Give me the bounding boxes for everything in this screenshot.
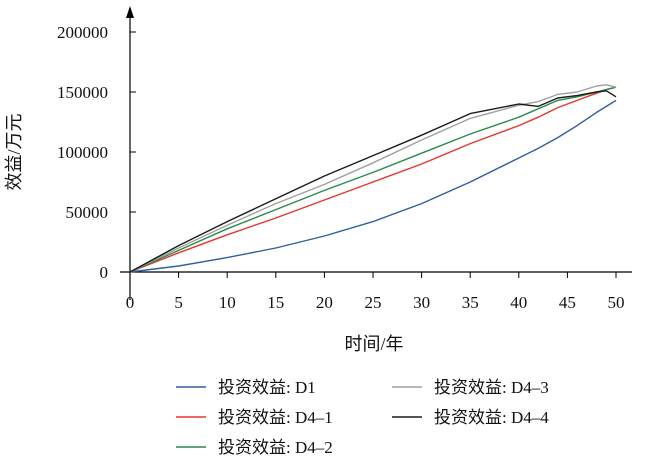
legend: 投资效益: D1 投资效益: D4–1 投资效益: D4–2 投资效益: D4–3 投资… [176,378,549,457]
x-tick-label: 20 [316,293,333,312]
y-tick-label: 0 [100,263,109,282]
legend-label-5: 投资效益: D4–4 [434,408,549,427]
legend-label-3: 投资效益: D4–2 [218,438,333,457]
y-tick-label: 50000 [66,203,109,222]
x-tick-label: 30 [413,293,430,312]
series-layer [129,84,617,273]
x-tick-label: 35 [462,293,479,312]
x-tick-label: 50 [608,293,625,312]
y-tick-label: 200000 [57,23,108,42]
x-tick-label: 45 [559,293,576,312]
x-tick-label: 15 [267,293,284,312]
legend-label-1: 投资效益: D1 [218,378,316,397]
x-tick-label: 40 [510,293,527,312]
legend-label-4: 投资效益: D4–3 [434,378,549,397]
y-axis-title: 效益/万元 [4,113,24,190]
series-line-5 [129,90,617,273]
y-tick-label: 150000 [57,83,108,102]
x-tick-label: 25 [365,293,382,312]
series-line-2 [129,86,617,273]
series-line-1 [129,99,617,273]
legend-label-2: 投资效益: D4–1 [218,408,333,427]
series-line-4 [129,84,617,273]
x-axis-title: 时间/年 [344,334,403,354]
axes: 0 50000 100000 150000 200000 0 5 10 15 20 25 30 35 40… [57,6,632,312]
x-tick-label: 5 [174,293,183,312]
x-tick-label: 10 [219,293,236,312]
x-tick-label: 0 [126,293,135,312]
y-axis-arrow [126,6,134,18]
y-tick-label: 100000 [57,143,108,162]
